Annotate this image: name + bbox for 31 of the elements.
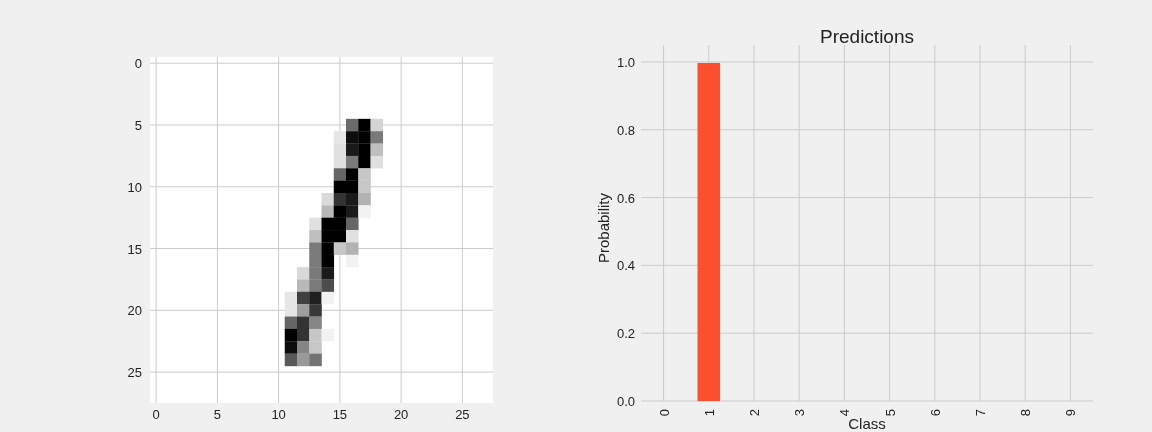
y-tick-label: 10	[127, 179, 142, 195]
y-tick-label: 0.6	[616, 190, 635, 206]
x-tick-label: 1	[701, 409, 717, 417]
x-tick-label: 5	[882, 409, 898, 417]
y-tick-label: 0	[134, 56, 142, 72]
y-tick-label: 15	[127, 241, 142, 257]
x-tick-label: 5	[213, 407, 221, 422]
y-axis-title: Probability	[595, 192, 612, 264]
y-tick-label: 25	[127, 365, 142, 381]
x-tick-label: 25	[455, 407, 470, 422]
y-tick-label: 0.2	[616, 326, 635, 342]
x-axis-title: Class	[848, 415, 886, 432]
y-tick-label: 1.0	[616, 54, 635, 70]
y-tick-label: 0.4	[616, 258, 635, 274]
x-tick-label: 4	[837, 409, 853, 417]
x-tick-label: 0	[152, 407, 160, 422]
y-tick-label: 0.0	[616, 394, 635, 409]
x-tick-label: 9	[1063, 409, 1079, 417]
x-tick-label: 20	[393, 407, 409, 422]
chart-title: Predictions	[820, 26, 914, 47]
x-tick-label: 8	[1018, 409, 1034, 417]
x-tick-label: 6	[927, 409, 943, 417]
y-tick-label: 0.8	[616, 122, 635, 138]
x-tick-label: 2	[747, 409, 762, 417]
x-tick-label: 3	[792, 409, 808, 417]
y-tick-label: 5	[134, 117, 142, 133]
x-tick-label: 10	[271, 407, 286, 422]
x-tick-label: 0	[656, 409, 672, 417]
x-tick-label: 15	[332, 407, 348, 422]
y-tick-label: 20	[127, 303, 142, 319]
x-tick-label: 7	[973, 409, 988, 417]
